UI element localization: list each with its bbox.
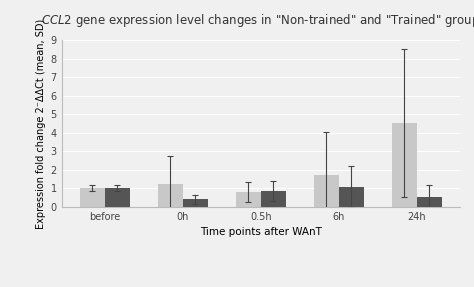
X-axis label: Time points after WAnT: Time points after WAnT	[200, 227, 322, 237]
Bar	[417, 197, 442, 207]
Text: $\it{CCL2}$ gene expression level changes in "Non-trained" and "Trained" group: $\it{CCL2}$ gene expression level change…	[41, 12, 474, 29]
Bar	[339, 187, 364, 207]
Bar	[80, 188, 105, 207]
Bar	[392, 123, 417, 207]
Bar	[236, 192, 261, 207]
Y-axis label: Expression fold change 2⁻ΔΔCt (mean, SD): Expression fold change 2⁻ΔΔCt (mean, SD)	[36, 18, 46, 228]
Bar	[314, 175, 339, 207]
Bar	[261, 191, 286, 207]
Bar	[105, 188, 130, 207]
Bar	[182, 199, 208, 207]
Bar	[158, 185, 182, 207]
